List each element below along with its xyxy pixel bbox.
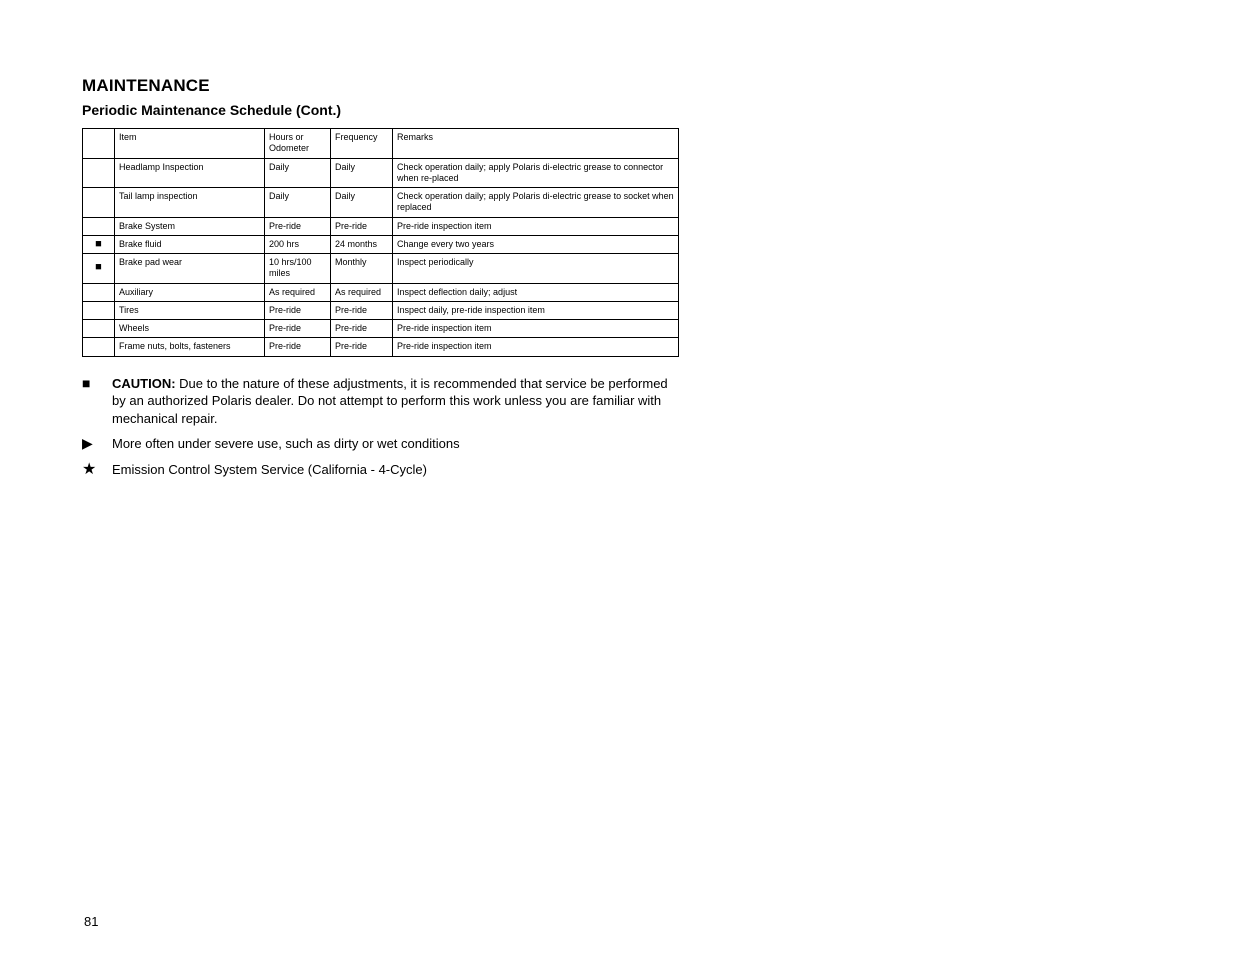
cell-hours: Daily [265,188,331,218]
cell-symbol: ■ [83,235,115,253]
cell-hours: Daily [265,158,331,188]
cell-hours: As required [265,283,331,301]
table-row: Tail lamp inspection Daily Daily Check o… [83,188,679,218]
note-caution: ■ CAUTION: Due to the nature of these ad… [82,375,682,428]
severe-text: More often under severe use, such as dir… [112,435,682,453]
cell-item: Tires [115,301,265,319]
table-row: Frame nuts, bolts, fasteners Pre-ride Pr… [83,338,679,356]
cell-hours: 10 hrs/100 miles [265,254,331,284]
col-hours: Hours or Odometer [265,129,331,159]
cell-item: Brake pad wear [115,254,265,284]
cell-hours: Pre-ride [265,320,331,338]
note-severe: ▶ More often under severe use, such as d… [82,435,682,453]
page-content: MAINTENANCE Periodic Maintenance Schedul… [0,0,682,478]
cell-frequency: 24 months [331,235,393,253]
cell-symbol [83,338,115,356]
cell-remarks: Inspect periodically [393,254,679,284]
col-frequency: Frequency [331,129,393,159]
cell-remarks: Change every two years [393,235,679,253]
cell-remarks: Inspect deflection daily; adjust [393,283,679,301]
col-remarks: Remarks [393,129,679,159]
cell-remarks: Pre-ride inspection item [393,217,679,235]
cell-remarks: Pre-ride inspection item [393,338,679,356]
cell-frequency: Daily [331,188,393,218]
note-emission: ★ Emission Control System Service (Calif… [82,461,682,479]
cell-hours: Pre-ride [265,217,331,235]
notes-block: ■ CAUTION: Due to the nature of these ad… [82,375,682,479]
caution-body-text: Due to the nature of these adjustments, … [112,376,668,426]
cell-item: Frame nuts, bolts, fasteners [115,338,265,356]
star-icon: ★ [82,461,112,479]
cell-symbol [83,158,115,188]
cell-item: Brake System [115,217,265,235]
cell-item: Brake fluid [115,235,265,253]
table-row: Tires Pre-ride Pre-ride Inspect daily, p… [83,301,679,319]
caution-label: CAUTION: [112,376,176,391]
maintenance-table: Item Hours or Odometer Frequency Remarks… [82,128,679,357]
table-body: Headlamp Inspection Daily Daily Check op… [83,158,679,356]
section-title: Periodic Maintenance Schedule (Cont.) [82,102,682,118]
emission-text: Emission Control System Service (Califor… [112,461,682,479]
cell-symbol [83,301,115,319]
cell-item: Tail lamp inspection [115,188,265,218]
cell-symbol [83,217,115,235]
caution-text: CAUTION: Due to the nature of these adju… [112,375,682,428]
square-icon: ■ [82,375,112,392]
table-header-row: Item Hours or Odometer Frequency Remarks [83,129,679,159]
triangle-icon: ▶ [82,435,112,452]
cell-symbol [83,320,115,338]
cell-item: Wheels [115,320,265,338]
col-symbol [83,129,115,159]
cell-remarks: Check operation daily; apply Polaris di-… [393,188,679,218]
cell-frequency: Pre-ride [331,338,393,356]
table-row: Wheels Pre-ride Pre-ride Pre-ride inspec… [83,320,679,338]
cell-hours: Pre-ride [265,338,331,356]
table-row: ■ Brake pad wear 10 hrs/100 miles Monthl… [83,254,679,284]
cell-symbol [83,283,115,301]
cell-symbol: ■ [83,254,115,284]
cell-frequency: Pre-ride [331,301,393,319]
table-row: Auxiliary As required As required Inspec… [83,283,679,301]
cell-frequency: Pre-ride [331,217,393,235]
cell-frequency: Daily [331,158,393,188]
cell-item: Headlamp Inspection [115,158,265,188]
table-row: Headlamp Inspection Daily Daily Check op… [83,158,679,188]
col-item: Item [115,129,265,159]
cell-frequency: Monthly [331,254,393,284]
cell-remarks: Pre-ride inspection item [393,320,679,338]
cell-hours: 200 hrs [265,235,331,253]
cell-symbol [83,188,115,218]
cell-item: Auxiliary [115,283,265,301]
table-row: ■ Brake fluid 200 hrs 24 months Change e… [83,235,679,253]
cell-remarks: Inspect daily, pre-ride inspection item [393,301,679,319]
cell-remarks: Check operation daily; apply Polaris di-… [393,158,679,188]
table-row: Brake System Pre-ride Pre-ride Pre-ride … [83,217,679,235]
cell-frequency: As required [331,283,393,301]
page-title: MAINTENANCE [82,76,682,96]
page-number: 81 [84,914,98,929]
cell-hours: Pre-ride [265,301,331,319]
cell-frequency: Pre-ride [331,320,393,338]
